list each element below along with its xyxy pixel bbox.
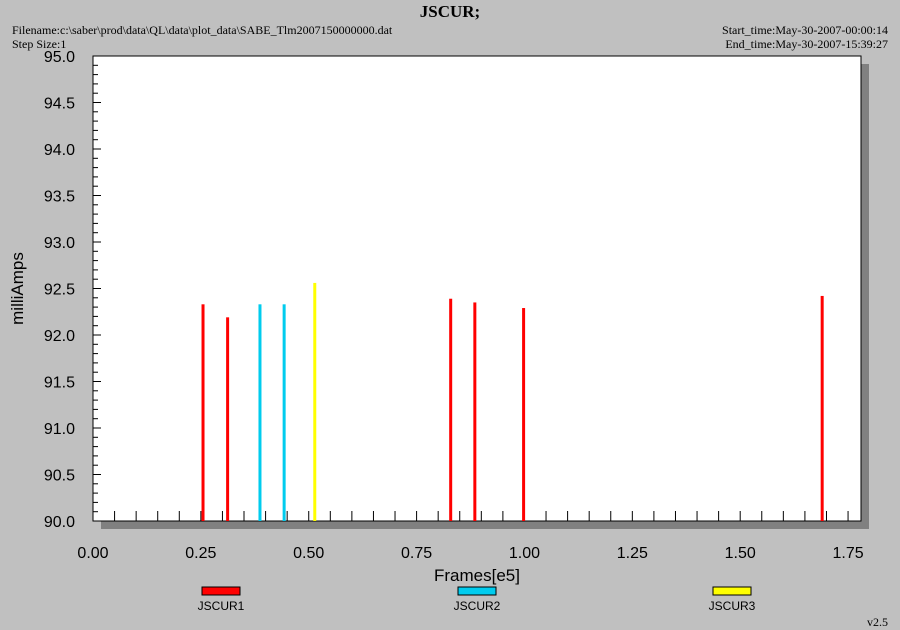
legend-swatch-jscur1 bbox=[201, 586, 241, 596]
end-time-label: End_time:May-30-2007-15:39:27 bbox=[725, 37, 888, 51]
x-tick-label: 0.25 bbox=[185, 545, 216, 562]
legend-swatch-jscur3 bbox=[712, 586, 752, 596]
x-tick-label: 1.25 bbox=[617, 545, 648, 562]
x-tick-label: 0.75 bbox=[401, 545, 432, 562]
y-tick-label: 92.0 bbox=[44, 328, 75, 345]
chart-title: JSCUR; bbox=[419, 2, 481, 21]
x-tick-label: 0.50 bbox=[293, 545, 324, 562]
step-size-label: Step Size:1 bbox=[12, 37, 67, 51]
y-axis-label: milliAmps bbox=[8, 252, 27, 325]
y-tick-label: 91.5 bbox=[44, 375, 75, 392]
y-tick-label: 92.5 bbox=[44, 282, 75, 299]
y-tick-label: 93.5 bbox=[44, 189, 75, 206]
bar-jscur1 bbox=[820, 295, 824, 521]
x-axis-label: Frames[e5] bbox=[434, 566, 520, 585]
plot-area bbox=[92, 55, 862, 522]
bar-jscur1 bbox=[226, 317, 230, 521]
filename-label: Filename:c:\saber\prod\data\QL\data\plot… bbox=[12, 23, 393, 37]
y-tick-label: 90.0 bbox=[44, 514, 75, 531]
y-tick-label: 95.0 bbox=[44, 49, 75, 66]
version-label: v2.5 bbox=[867, 615, 888, 629]
bar-jscur1 bbox=[201, 304, 205, 521]
legend-label-jscur2: JSCUR2 bbox=[454, 599, 501, 613]
bar-jscur1 bbox=[473, 302, 477, 521]
x-tick-label: 0.00 bbox=[77, 545, 108, 562]
bar-jscur2 bbox=[258, 304, 262, 521]
bar-jscur1 bbox=[449, 298, 453, 521]
bar-jscur2 bbox=[282, 304, 286, 521]
legend-label-jscur3: JSCUR3 bbox=[709, 599, 756, 613]
y-tick-label: 90.5 bbox=[44, 468, 75, 485]
x-tick-label: 1.75 bbox=[832, 545, 863, 562]
bar-jscur1 bbox=[522, 308, 526, 521]
y-tick-label: 93.0 bbox=[44, 235, 75, 252]
legend-swatch-jscur2 bbox=[457, 586, 497, 596]
x-tick-label: 1.00 bbox=[509, 545, 540, 562]
bar-jscur3 bbox=[313, 282, 317, 521]
y-tick-label: 94.0 bbox=[44, 142, 75, 159]
x-tick-label: 1.50 bbox=[725, 545, 756, 562]
legend-label-jscur1: JSCUR1 bbox=[198, 599, 245, 613]
y-tick-label: 91.0 bbox=[44, 421, 75, 438]
y-tick-label: 94.5 bbox=[44, 96, 75, 113]
start-time-label: Start_time:May-30-2007-00:00:14 bbox=[722, 23, 888, 37]
